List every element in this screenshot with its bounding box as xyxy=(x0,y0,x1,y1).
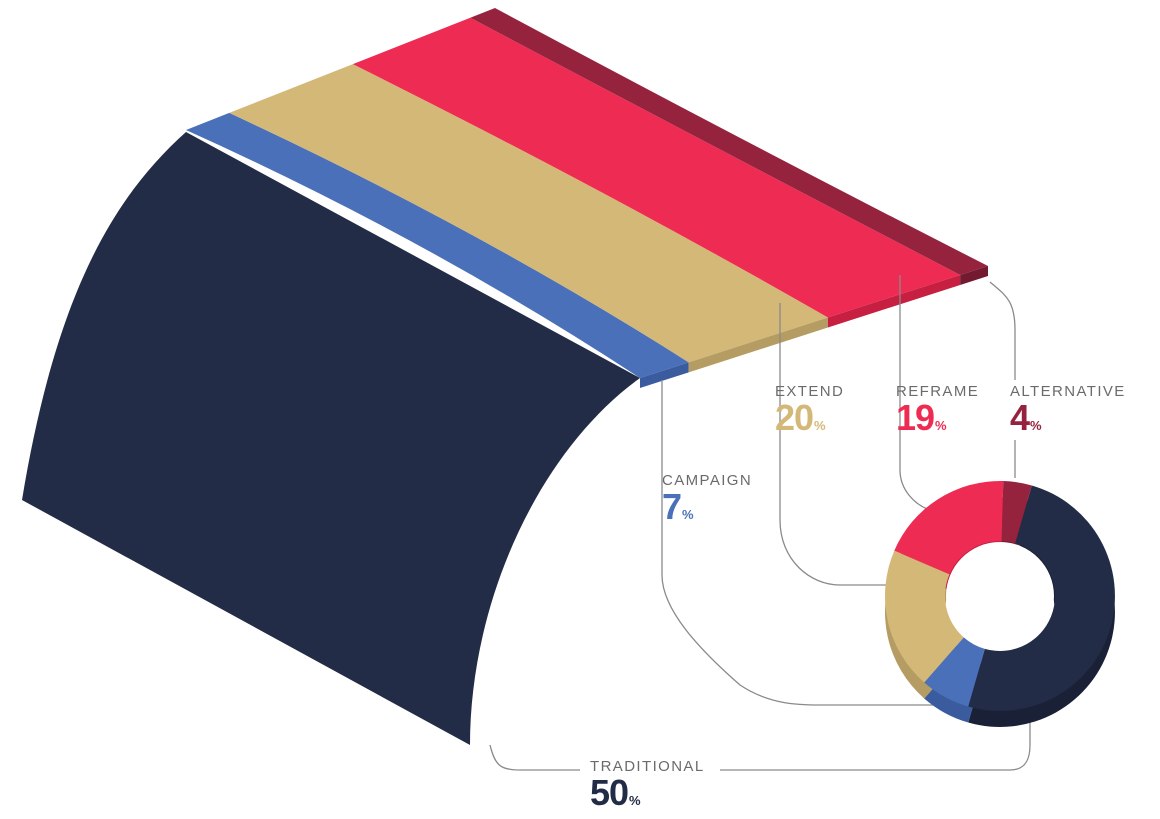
label-alternative-name: ALTERNATIVE xyxy=(1010,383,1126,400)
value-number: 20 xyxy=(775,397,814,438)
percent-sign: % xyxy=(935,418,947,433)
percent-sign: % xyxy=(629,793,641,808)
donut-slice-campaign xyxy=(924,637,985,707)
leader-line-reframe xyxy=(899,275,931,511)
leader-lines xyxy=(489,275,1031,771)
label-extend-value: 20% xyxy=(775,400,844,444)
label-alternative-value: 4% xyxy=(1010,400,1126,444)
label-extend-name: EXTEND xyxy=(775,383,845,400)
arc-slice-alternative xyxy=(470,8,988,275)
value-number: 4 xyxy=(1010,397,1030,438)
label-traditional-value: 50% xyxy=(590,775,705,819)
percent-sign: % xyxy=(1030,418,1042,433)
label-traditional: TRADITIONAL 50% xyxy=(590,758,705,819)
label-campaign-name: CAMPAIGN xyxy=(662,472,753,489)
donut-slice-reframe xyxy=(894,481,1004,575)
donut-slice-alternative xyxy=(1001,481,1032,544)
arc-slice-extend xyxy=(229,64,828,363)
label-campaign: CAMPAIGN 7% xyxy=(662,472,752,533)
label-extend: EXTEND 20% xyxy=(775,383,844,444)
label-reframe-name: REFRAME xyxy=(896,383,980,400)
label-reframe-value: 19% xyxy=(896,400,979,444)
percent-sign: % xyxy=(814,418,826,433)
donut-chart xyxy=(885,481,1115,727)
arc-slice-campaign xyxy=(186,112,689,379)
arc-edge-extend xyxy=(688,317,828,373)
label-traditional-name: TRADITIONAL xyxy=(590,758,705,775)
arc-edge-campaign xyxy=(640,362,689,388)
leader-line-traditional xyxy=(489,712,1031,771)
value-number: 7 xyxy=(662,486,682,527)
leader-line-extend xyxy=(779,303,888,586)
value-number: 19 xyxy=(896,397,935,438)
arc-edge-alternative xyxy=(960,266,988,285)
arc-slice-reframe xyxy=(352,17,961,318)
label-reframe: REFRAME 19% xyxy=(896,383,979,444)
arc-slice-traditional xyxy=(22,132,640,745)
label-campaign-value: 7% xyxy=(662,489,752,533)
donut-slice-traditional xyxy=(968,485,1115,711)
label-alternative: ALTERNATIVE 4% xyxy=(1010,383,1126,444)
value-number: 50 xyxy=(590,772,629,813)
donut-hole xyxy=(946,542,1054,650)
leader-line-campaign xyxy=(661,380,940,706)
percent-sign: % xyxy=(682,507,694,522)
leader-line-alternative xyxy=(989,281,1016,478)
arc-edge-reframe xyxy=(827,274,961,328)
arc-band-group xyxy=(22,8,988,745)
donut-slice-extend xyxy=(885,550,964,683)
